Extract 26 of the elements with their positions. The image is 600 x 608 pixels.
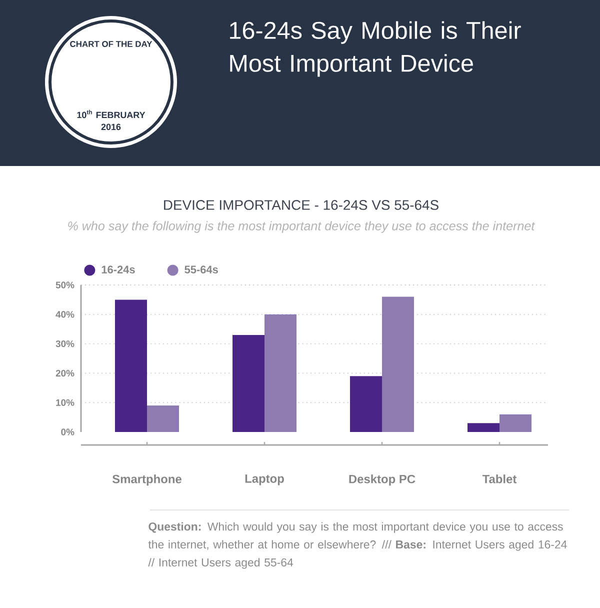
bar <box>382 296 414 432</box>
bar <box>232 334 264 432</box>
legend-label: 16-24s <box>102 266 135 274</box>
text: Question: Which would you say is the most important device you use to access the internet, whether at home or elsewhere? /// Base: Internet Users aged 16-24 // Internet Users aged 55-64 <box>148 522 567 569</box>
x-tick-label: Desktop PC <box>349 474 416 486</box>
y-tick-label: 40% <box>56 311 74 318</box>
y-tick-label: 10% <box>56 399 74 406</box>
text: CHART OF THE DAY <box>70 41 152 47</box>
x-tick-label: Laptop <box>245 474 284 486</box>
text: 16-24s Say Mobile is Their Most Important Device <box>230 21 521 77</box>
y-tick-label: 0% <box>61 428 74 436</box>
bar <box>500 414 532 432</box>
text: 10$^{th}$ FEBRUARY 2016 <box>77 110 146 130</box>
bar <box>147 406 179 432</box>
y-tick-label: 50% <box>56 282 74 288</box>
bar <box>264 314 296 432</box>
x-tick-label: Tablet <box>482 474 517 484</box>
bar <box>115 300 147 432</box>
y-tick-label: 20% <box>56 370 74 377</box>
bar <box>468 423 500 432</box>
legend-label: 55-64s <box>184 266 218 274</box>
bar <box>350 376 382 432</box>
y-tick-label: 30% <box>56 340 74 348</box>
chart-subtitle: % who say the following is the most important device they use to access the internet <box>68 221 536 233</box>
chart-title: DEVICE IMPORTANCE - 16-24S VS 55-64S <box>164 200 438 210</box>
x-tick-label: Smartphone <box>112 474 182 486</box>
